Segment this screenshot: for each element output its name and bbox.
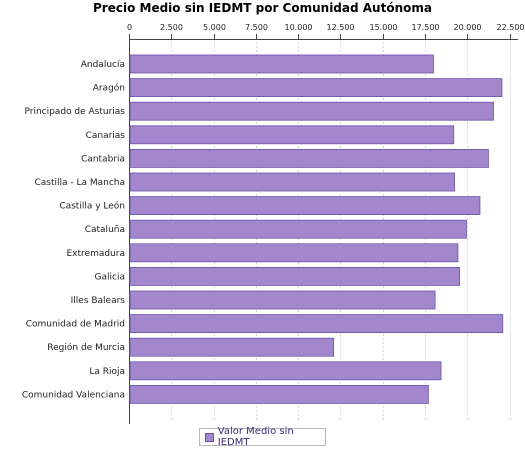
bars-layer — [129, 54, 504, 404]
bar — [129, 314, 504, 334]
axis-layer — [129, 34, 518, 424]
category-label: Aragón — [93, 83, 125, 94]
legend-label: Valor Medio sin IEDMT — [217, 426, 294, 448]
bar — [129, 125, 455, 145]
category-label: La Rioja — [89, 367, 125, 377]
x-tick-label: 0 — [127, 23, 132, 32]
category-label: Cantabria — [81, 154, 125, 164]
chart-title: Precio Medio sin IEDMT por Comunidad Aut… — [93, 1, 432, 15]
bar — [129, 78, 503, 97]
category-label: Castilla y León — [59, 201, 125, 212]
bar — [129, 361, 442, 381]
x-tick-label: 20.000 — [454, 23, 482, 32]
category-label: Comunidad de Madrid — [26, 320, 125, 330]
bar — [129, 266, 461, 286]
category-label: Extremadura — [67, 249, 126, 259]
category-label: Galicia — [95, 272, 125, 282]
x-tick-label: 17.500 — [412, 23, 440, 32]
x-tick-label: 2.500 — [160, 23, 183, 32]
category-label: Cataluña — [85, 225, 125, 235]
x-tick-label: 5.000 — [203, 23, 226, 32]
category-label: Comunidad Valenciana — [22, 390, 125, 400]
bar — [129, 54, 434, 74]
category-label: Andalucía — [81, 60, 125, 70]
bar — [129, 219, 467, 239]
bar — [129, 384, 429, 404]
category-label: Canarias — [86, 131, 126, 141]
legend-swatch — [205, 432, 214, 442]
labels-layer: 0 2.500 5.000 7.500 10.000 12.500 15.000 17.500… — [22, 23, 525, 400]
x-tick-label: 10.000 — [285, 23, 313, 32]
x-tick-label: 22.500 — [497, 23, 525, 32]
bar — [129, 196, 481, 216]
bar — [129, 172, 455, 192]
category-label: Región de Murcia — [47, 342, 125, 353]
bar — [129, 243, 459, 263]
x-tick-label: 7.500 — [245, 23, 268, 32]
legend: Valor Medio sin IEDMT — [199, 426, 326, 448]
category-label: Castilla - La Mancha — [34, 178, 125, 188]
bar — [129, 148, 489, 168]
bar — [129, 337, 335, 357]
category-label: Illes Balears — [71, 296, 126, 306]
bar — [129, 290, 436, 310]
bar — [129, 101, 494, 121]
x-tick-label: 15.000 — [370, 23, 398, 32]
x-tick-label: 12.500 — [327, 23, 355, 32]
category-label: Principado de Asturias — [24, 107, 125, 117]
